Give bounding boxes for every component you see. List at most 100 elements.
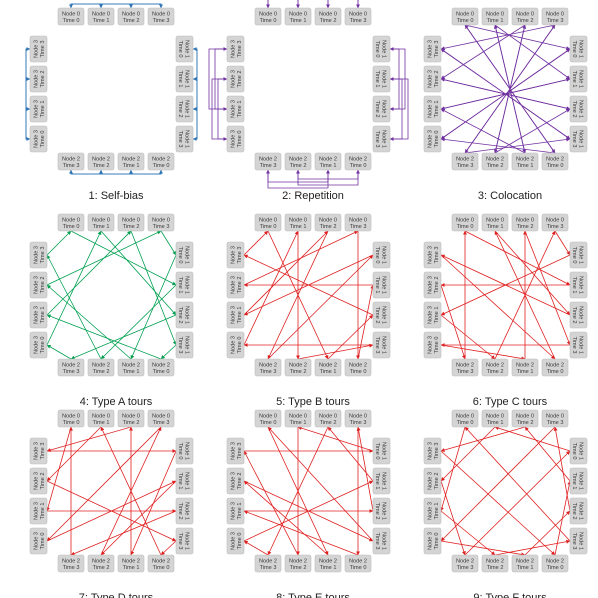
- time-label: Time 2: [374, 307, 380, 324]
- node-label: Node 0: [486, 11, 504, 17]
- edge-arrow: [70, 314, 177, 360]
- edge-arrow: [297, 426, 374, 452]
- edge-arrow: [267, 254, 374, 360]
- node-label: Node 2: [456, 156, 474, 162]
- time-label: Time 3: [237, 247, 243, 264]
- node-label: Node 3: [230, 442, 236, 460]
- node-label: Node 1: [381, 100, 387, 118]
- node-label: Node 0: [546, 11, 564, 17]
- node-3-time-0-box: Node 3 Time 0: [423, 527, 442, 555]
- node-label: Node 1: [578, 246, 584, 264]
- node-3-time-0-box: Node 3 Time 0: [29, 527, 48, 555]
- edge-arrow: [440, 344, 526, 361]
- time-label: Time 0: [237, 337, 243, 354]
- node-label: Node 3: [230, 40, 236, 58]
- time-label: Time 1: [571, 277, 577, 294]
- edges: [440, 24, 571, 154]
- node-label: Node 3: [427, 532, 433, 550]
- node-3-time-2-box: Node 3 Time 2: [226, 271, 245, 299]
- time-label: Time 3: [63, 369, 80, 375]
- panel-caption: 4: Type A tours: [80, 396, 153, 408]
- time-label: Time 0: [374, 41, 380, 58]
- node-label: Node 0: [289, 413, 307, 419]
- node-label: Node 1: [184, 130, 190, 148]
- node-label: Node 3: [33, 472, 39, 490]
- time-label: Time 1: [374, 473, 380, 490]
- time-label: Time 0: [547, 369, 564, 375]
- node-label: Node 2: [152, 558, 170, 564]
- node-label: Node 2: [486, 558, 504, 564]
- edge-arrow: [464, 24, 571, 51]
- time-label: Time 1: [123, 369, 140, 375]
- node-label: Node 2: [319, 362, 337, 368]
- edge-arrow: [440, 24, 526, 80]
- node-3-time-0-box: Node 3 Time 0: [29, 125, 48, 153]
- time-label: Time 2: [487, 565, 504, 571]
- time-label: Time 1: [487, 18, 504, 24]
- node-label: Node 2: [319, 558, 337, 564]
- time-label: Time 3: [260, 369, 277, 375]
- time-label: Time 3: [434, 247, 440, 264]
- edge-arrow: [70, 169, 163, 175]
- time-label: Time 3: [237, 443, 243, 460]
- edge-arrow: [440, 426, 496, 482]
- edge-arrow: [494, 230, 556, 360]
- node-label: Node 3: [427, 442, 433, 460]
- node-label: Node 0: [92, 217, 110, 223]
- node-label: Node 3: [33, 70, 39, 88]
- edge-arrow: [100, 230, 177, 316]
- edge-arrow: [46, 230, 132, 316]
- node-label: Node 3: [230, 130, 236, 148]
- node-3-time-0-box: Node 3 Time 0: [226, 125, 245, 153]
- node-label: Node 1: [578, 40, 584, 58]
- time-label: Time 3: [434, 443, 440, 460]
- time-label: Time 2: [93, 369, 110, 375]
- edge-arrow: [160, 230, 177, 256]
- node-label: Node 1: [381, 246, 387, 264]
- node-label: Node 0: [349, 11, 367, 17]
- node-label: Node 1: [578, 306, 584, 324]
- node-label: Node 2: [289, 558, 307, 564]
- time-label: Time 3: [350, 18, 367, 24]
- time-label: Time 0: [40, 337, 46, 354]
- panel-caption: 6: Type C tours: [473, 396, 548, 408]
- edge-arrow: [494, 230, 571, 316]
- node-label: Node 1: [184, 70, 190, 88]
- edge-arrow: [464, 137, 571, 154]
- node-3-time-3-box: Node 3 Time 3: [423, 437, 442, 465]
- node-3-time-3-box: Node 3 Time 3: [226, 437, 245, 465]
- node-label: Node 0: [62, 11, 80, 17]
- time-label: Time 2: [487, 163, 504, 169]
- time-label: Time 0: [434, 131, 440, 148]
- node-label: Node 3: [33, 306, 39, 324]
- node-label: Node 1: [184, 532, 190, 550]
- node-label: Node 3: [427, 276, 433, 294]
- edge-arrow: [494, 426, 571, 452]
- edge-arrow: [440, 24, 556, 51]
